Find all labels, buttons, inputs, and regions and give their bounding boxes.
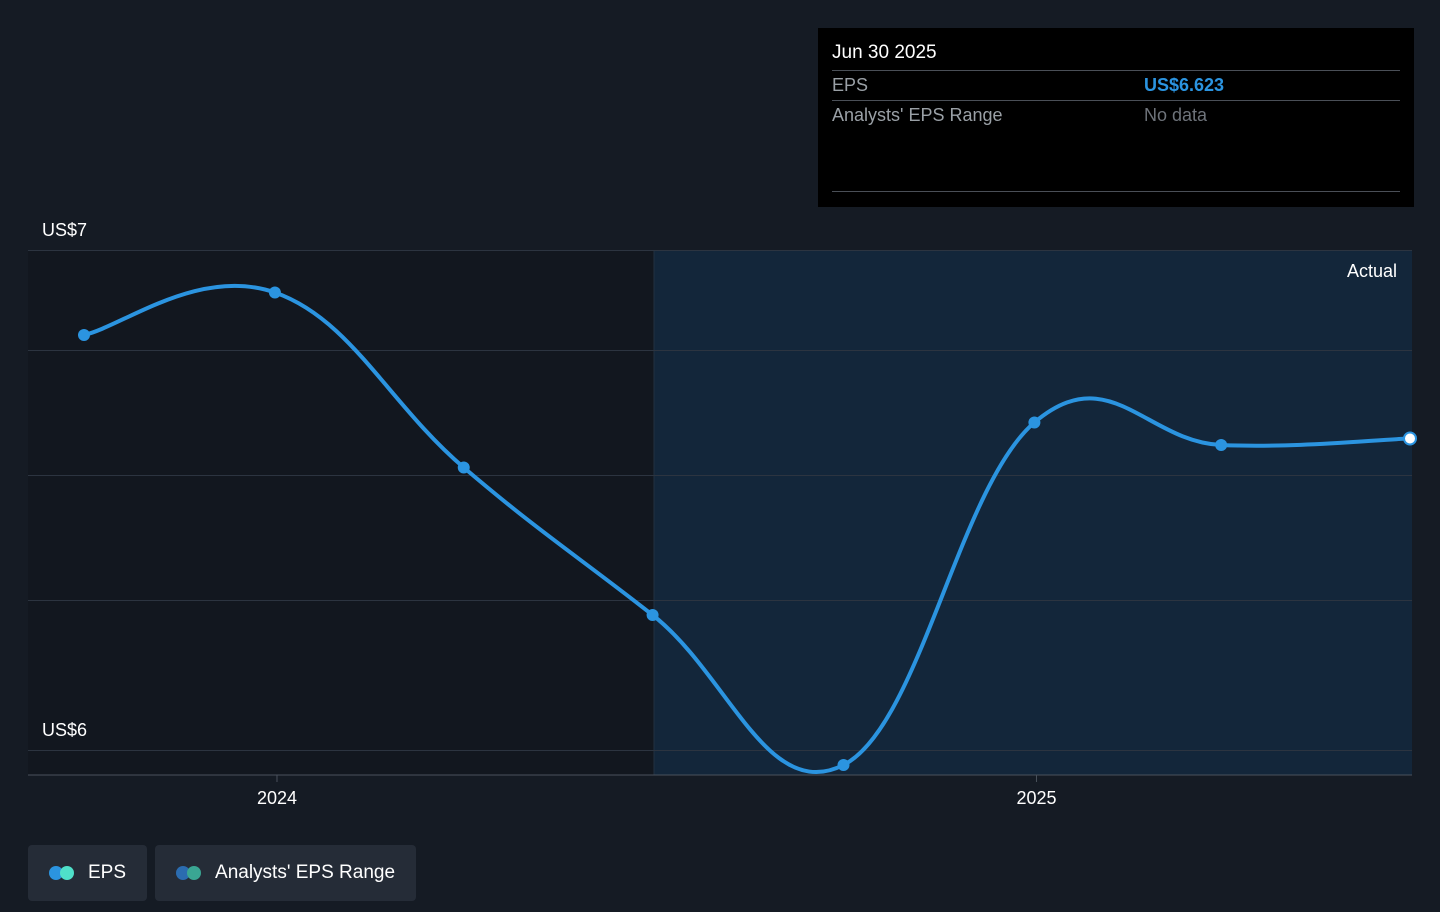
tooltip-row-range: Analysts' EPS Range No data <box>832 100 1400 130</box>
range-legend-dot-b <box>187 866 202 880</box>
tooltip: Jun 30 2025 EPS US$6.623 Analysts' EPS R… <box>818 28 1414 207</box>
tooltip-date: Jun 30 2025 <box>832 42 937 63</box>
eps-data-point[interactable] <box>1403 431 1417 446</box>
x-ticks: 2024 2025 <box>257 775 1057 808</box>
eps-series-line <box>82 283 1412 774</box>
eps-data-point[interactable] <box>1215 439 1228 451</box>
grid-lines <box>28 250 1412 751</box>
past-region <box>28 250 654 775</box>
tooltip-divider <box>832 191 1400 192</box>
tooltip-eps-value: US$6.623 <box>1144 75 1225 95</box>
eps-data-point[interactable] <box>457 461 470 474</box>
x-tick-label: 2024 <box>257 788 297 808</box>
eps-data-point[interactable] <box>1028 416 1041 429</box>
eps-data-point[interactable] <box>646 609 659 621</box>
legend-eps-label: EPS <box>88 862 127 883</box>
legend: EPS Analysts' EPS Range <box>28 845 417 901</box>
tooltip-row-eps: EPS US$6.623 <box>832 70 1400 100</box>
eps-data-point[interactable] <box>268 286 281 299</box>
forecast-region <box>654 250 1412 775</box>
eps-legend-dot-a <box>49 866 63 880</box>
y-tick-label: US$6 <box>42 720 87 740</box>
eps-data-point[interactable] <box>837 759 850 771</box>
eps-data-point[interactable] <box>78 329 90 341</box>
tooltip-range-label: Analysts' EPS Range <box>832 105 1003 125</box>
legend-item-eps[interactable]: EPS <box>28 845 148 901</box>
range-legend-dot-a <box>176 866 191 880</box>
y-tick-label: US$7 <box>42 220 87 240</box>
x-tick-label: 2025 <box>1016 788 1056 808</box>
actual-region-label: Actual <box>1347 261 1397 281</box>
y-axis-labels: US$7 US$6 <box>42 220 87 740</box>
legend-item-analysts-range[interactable]: Analysts' EPS Range <box>155 845 417 901</box>
range-legend-icon <box>176 865 204 881</box>
tooltip-range-value: No data <box>1144 105 1208 125</box>
eps-legend-icon <box>49 865 77 881</box>
eps-legend-dot-b <box>60 866 74 880</box>
legend-range-label: Analysts' EPS Range <box>215 862 396 883</box>
eps-points <box>78 286 1417 771</box>
tooltip-eps-label: EPS <box>832 75 869 95</box>
